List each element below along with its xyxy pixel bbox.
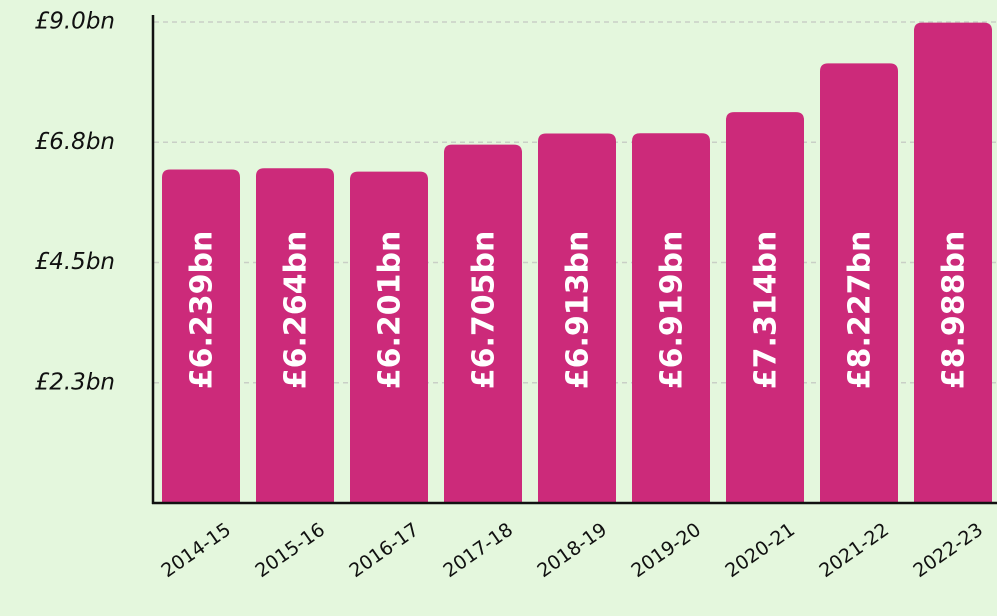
y-tick-label: £9.0bn bbox=[35, 9, 115, 35]
x-tick-label: 2014-15 bbox=[157, 519, 235, 583]
x-tick-label: 2018-19 bbox=[533, 519, 611, 583]
value-label: £6.239bn bbox=[185, 231, 220, 390]
bar bbox=[914, 22, 992, 504]
x-tick-label: 2020-21 bbox=[721, 519, 799, 583]
x-tick-label: 2022-23 bbox=[909, 519, 987, 583]
value-label: £6.919bn bbox=[655, 231, 690, 390]
value-label: £6.264bn bbox=[279, 231, 314, 390]
x-tick-label: 2021-22 bbox=[815, 519, 893, 583]
y-tick-label: £2.3bn bbox=[35, 369, 115, 395]
bar bbox=[256, 168, 334, 503]
x-tick-label: 2019-20 bbox=[627, 519, 705, 583]
bar bbox=[162, 169, 240, 503]
bar bbox=[350, 171, 428, 503]
value-label: £6.913bn bbox=[561, 231, 596, 390]
bar bbox=[444, 144, 522, 503]
value-label: £6.705bn bbox=[467, 231, 502, 390]
bar bbox=[538, 133, 616, 503]
value-label: £8.988bn bbox=[937, 231, 972, 390]
value-label: £6.201bn bbox=[373, 231, 408, 390]
bar bbox=[726, 112, 804, 503]
y-tick-label: £6.8bn bbox=[35, 129, 115, 155]
bar bbox=[632, 133, 710, 503]
x-tick-label: 2015-16 bbox=[251, 519, 329, 583]
x-tick-label: 2017-18 bbox=[439, 519, 517, 583]
bar bbox=[820, 63, 898, 503]
value-label: £7.314bn bbox=[749, 231, 784, 390]
y-tick-label: £4.5bn bbox=[35, 249, 115, 275]
value-label: £8.227bn bbox=[843, 231, 878, 390]
x-tick-label: 2016-17 bbox=[345, 519, 423, 583]
